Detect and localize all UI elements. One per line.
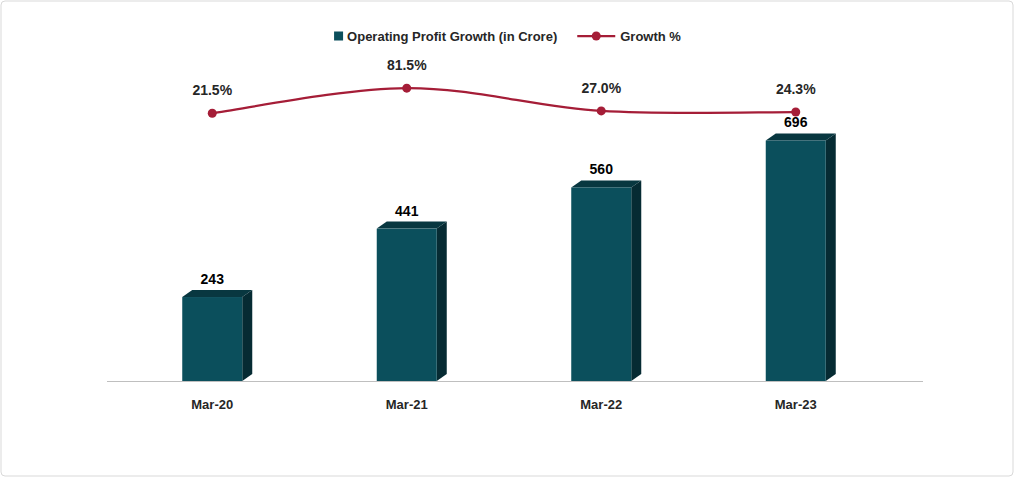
growth-line <box>212 88 796 113</box>
x-tick-label: Mar-21 <box>386 397 428 412</box>
bar <box>766 140 826 381</box>
bar-data-label: 696 <box>784 114 808 130</box>
line-marker <box>597 106 606 115</box>
bar <box>182 297 242 381</box>
bar-side <box>631 180 641 381</box>
line-data-label: 21.5% <box>192 82 232 98</box>
line-marker <box>402 84 411 93</box>
chart-frame <box>1 1 1013 476</box>
bar <box>377 229 437 381</box>
bar-side <box>826 133 836 381</box>
line-data-label: 27.0% <box>581 80 621 96</box>
bar-data-label: 243 <box>201 271 225 287</box>
legend-symbol <box>592 32 601 41</box>
bar-side <box>242 290 252 381</box>
bar-data-label: 560 <box>590 161 614 177</box>
legend-item: Growth % <box>577 29 681 44</box>
chart: Mar-20 Mar-21 Mar-22 Mar-23 243 441 560 696 21.5… <box>0 0 1015 478</box>
bar <box>571 187 631 381</box>
line-data-label: 24.3% <box>776 81 816 97</box>
line-data-label: 81.5% <box>387 57 427 73</box>
bar-top <box>571 180 641 187</box>
legend-item: Operating Profit Growth (in Crore) <box>334 29 557 44</box>
line-marker <box>208 109 217 118</box>
bar-top <box>377 222 447 229</box>
bar-side <box>437 222 447 381</box>
bar-top <box>182 290 252 297</box>
bar-top <box>766 133 836 140</box>
legend-label: Growth % <box>620 29 681 44</box>
x-axis <box>107 381 923 382</box>
bar-data-label: 441 <box>395 203 419 219</box>
x-tick-label: Mar-20 <box>191 397 233 412</box>
x-tick-label: Mar-23 <box>775 397 817 412</box>
legend-label: Operating Profit Growth (in Crore) <box>347 29 557 44</box>
x-tick-label: Mar-22 <box>580 397 622 412</box>
data-labels: 243 441 560 696 21.5% 81.5% 27.0% 24.3% <box>192 57 816 287</box>
plot-marks <box>182 84 836 381</box>
legend: Operating Profit Growth (in Crore) Growth… <box>334 29 681 44</box>
legend-symbol <box>334 32 343 41</box>
